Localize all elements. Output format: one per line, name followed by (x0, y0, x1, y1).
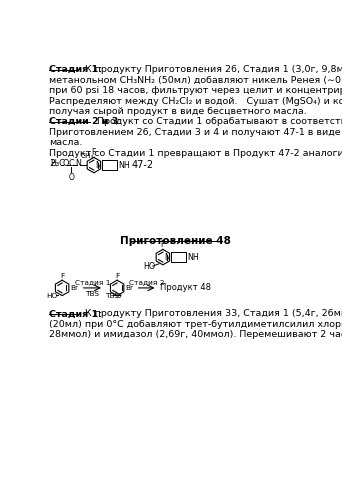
Text: NH: NH (187, 252, 199, 262)
Text: масла.: масла. (49, 138, 82, 147)
Text: Стадия 2: Стадия 2 (129, 279, 165, 285)
Text: Стадия 1:: Стадия 1: (49, 66, 102, 74)
Text: 2.: 2. (49, 159, 58, 168)
Text: Br: Br (71, 285, 79, 291)
Text: (20мл) при 0°C добавляют трет-бутилдиметилсилил хлорид (4,17г,: (20мл) при 0°C добавляют трет-бутилдимет… (49, 320, 342, 329)
Text: Приготовление 48: Приготовление 48 (120, 236, 231, 246)
Text: TBS: TBS (86, 291, 99, 297)
Text: HO: HO (47, 293, 58, 299)
Text: N: N (76, 159, 81, 168)
Text: Стадии 2 и 3:: Стадии 2 и 3: (49, 118, 122, 126)
Text: F: F (92, 148, 96, 156)
Text: C: C (69, 159, 74, 168)
Text: F: F (115, 274, 119, 280)
Text: получая сырой продукт в виде бесцветного масла.: получая сырой продукт в виде бесцветного… (49, 107, 307, 116)
Text: 47-2: 47-2 (131, 160, 153, 170)
Text: N: N (95, 160, 101, 170)
Text: Продукт со Стадии 1 превращают в Продукт 47-2 аналогично Продукту 26-: Продукт со Стадии 1 превращают в Продукт… (49, 148, 342, 158)
Text: Br: Br (126, 285, 134, 291)
Text: при 60 psi 18 часов, фильтруют через целит и концентрируют.: при 60 psi 18 часов, фильтруют через цел… (49, 86, 342, 95)
Text: N: N (164, 252, 170, 262)
Text: F: F (161, 240, 165, 248)
Text: O: O (63, 159, 69, 168)
Text: К продукту Приготовления 33, Стадия 1 (5,4г, 26ммол) в ДФА: К продукту Приготовления 33, Стадия 1 (5… (79, 310, 342, 318)
Text: O: O (116, 293, 121, 299)
Text: CH₃: CH₃ (81, 153, 94, 159)
Text: NH: NH (118, 160, 130, 170)
Text: Продукт 48: Продукт 48 (160, 284, 211, 292)
Text: Приготовлением 26, Стадии 3 и 4 и получают 47-1 в виде безцветного: Приготовлением 26, Стадии 3 и 4 и получа… (49, 128, 342, 137)
Text: 28ммол) и имидазол (2,69г, 40ммол). Перемешивают 2 часа и: 28ммол) и имидазол (2,69г, 40ммол). Пере… (49, 330, 342, 340)
Text: К продукту Приготовления 26, Стадия 1 (3,0г, 9,8ммол) в 2М: К продукту Приготовления 26, Стадия 1 (3… (79, 66, 342, 74)
Text: TBS: TBS (105, 293, 119, 299)
Text: O: O (68, 173, 74, 182)
Text: F: F (60, 274, 64, 280)
Text: HO: HO (144, 262, 156, 270)
Text: Распределяют между CH₂Cl₂ и водой.   Сушат (MgSO₄) и концентрируют,: Распределяют между CH₂Cl₂ и водой. Сушат… (49, 96, 342, 106)
Text: H₃C: H₃C (51, 159, 65, 168)
Text: Стадия 1: Стадия 1 (75, 279, 110, 285)
Text: метанольном CH₃NH₂ (50мл) добавляют никель Ренея (∼0,5г). Гидрируют: метанольном CH₃NH₂ (50мл) добавляют нике… (49, 76, 342, 85)
Text: Продукт со Стадии 1 обрабатывают в соответствии с: Продукт со Стадии 1 обрабатывают в соотв… (91, 118, 342, 126)
Text: Стадия 1:: Стадия 1: (49, 310, 102, 318)
